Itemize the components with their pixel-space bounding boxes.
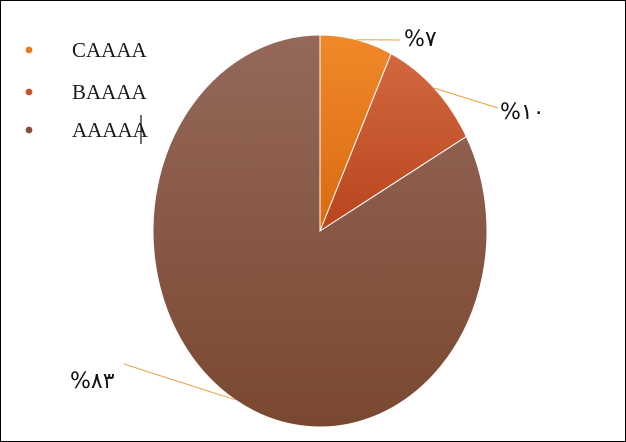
- legend-label-aaaaa: AAAAA: [72, 118, 149, 142]
- legend-marker-baaaa: [25, 88, 33, 96]
- leader-line-aaaaa: [123, 363, 236, 401]
- legend-label-caaaa: CAAAA: [72, 38, 148, 62]
- leader-lines: [123, 39, 499, 401]
- legend-marker-caaaa: [25, 46, 33, 54]
- legend-marker-aaaaa: [25, 126, 33, 134]
- leader-line-baaaa: [434, 87, 499, 109]
- pie-slice-baaaa: [318, 52, 467, 233]
- data-label-aaaaa: %٨٣: [70, 369, 115, 394]
- data-label-baaaa: %١٠: [500, 100, 545, 125]
- legend-label-baaaa: BAAAA: [72, 80, 148, 104]
- pie-slices: [152, 34, 488, 428]
- data-label-caaaa: %٧: [404, 27, 437, 52]
- legend: CAAAA BAAAA AAAAA: [25, 38, 149, 144]
